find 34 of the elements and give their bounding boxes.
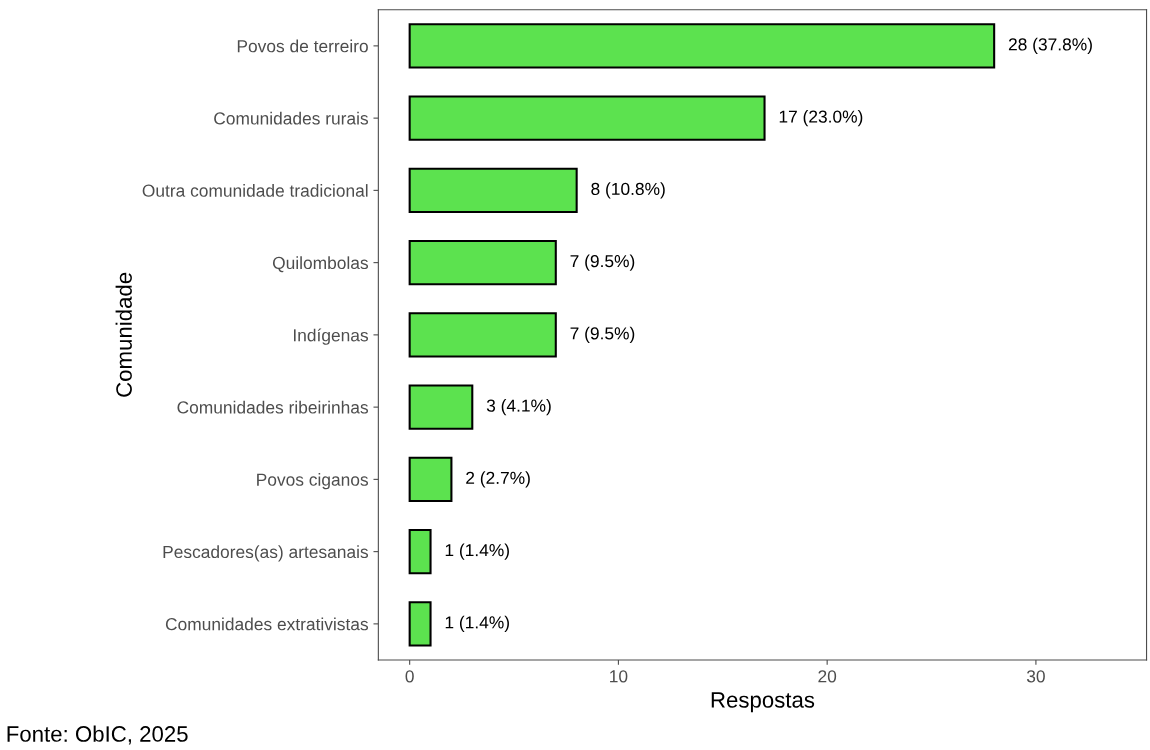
source-note: Fonte: ObIC, 2025 <box>7 725 188 745</box>
data-label: 1 (1.4%) <box>445 543 509 560</box>
data-label: 8 (10.8%) <box>591 182 665 199</box>
data-label: 7 (9.5%) <box>570 254 635 271</box>
y-tick-label: Povos ciganos <box>257 473 369 490</box>
data-label: 3 (4.1%) <box>486 399 551 416</box>
x-tick-label: 0 <box>405 670 414 683</box>
bar <box>408 167 578 214</box>
y-axis-title: Comunidade <box>115 272 132 397</box>
y-tick-label: Povos de terreiro <box>237 39 368 53</box>
y-tick-label: Pescadores(as) artesanais <box>163 545 369 562</box>
bar <box>408 23 996 69</box>
y-tick-label: Comunidades extrativistas <box>165 617 369 631</box>
data-label: 28 (37.8%) <box>1008 37 1092 54</box>
data-label: 7 (9.5%) <box>570 326 635 343</box>
y-tick-label: Outra comunidade tradicional <box>142 184 368 197</box>
bar <box>408 384 474 430</box>
data-label: 1 (1.4%) <box>445 615 509 632</box>
data-label: 2 (2.7%) <box>466 471 530 488</box>
bar <box>408 239 557 286</box>
y-tick-label: Comunidades rurais <box>214 111 369 125</box>
y-tick-label: Indígenas <box>293 328 369 345</box>
x-tick-label: 10 <box>610 670 628 683</box>
bar <box>408 312 557 358</box>
y-tick-label: Comunidades ribeirinhas <box>177 400 369 414</box>
bar <box>408 456 453 503</box>
x-axis-title: Respostas <box>711 692 815 713</box>
bar <box>408 528 432 575</box>
bar <box>408 601 432 647</box>
y-tick-label: Quilombolas <box>272 256 369 273</box>
bar <box>408 95 766 141</box>
x-tick-label: 20 <box>818 670 837 683</box>
data-label: 17 (23.0%) <box>779 110 863 127</box>
x-tick-label: 30 <box>1026 670 1045 683</box>
